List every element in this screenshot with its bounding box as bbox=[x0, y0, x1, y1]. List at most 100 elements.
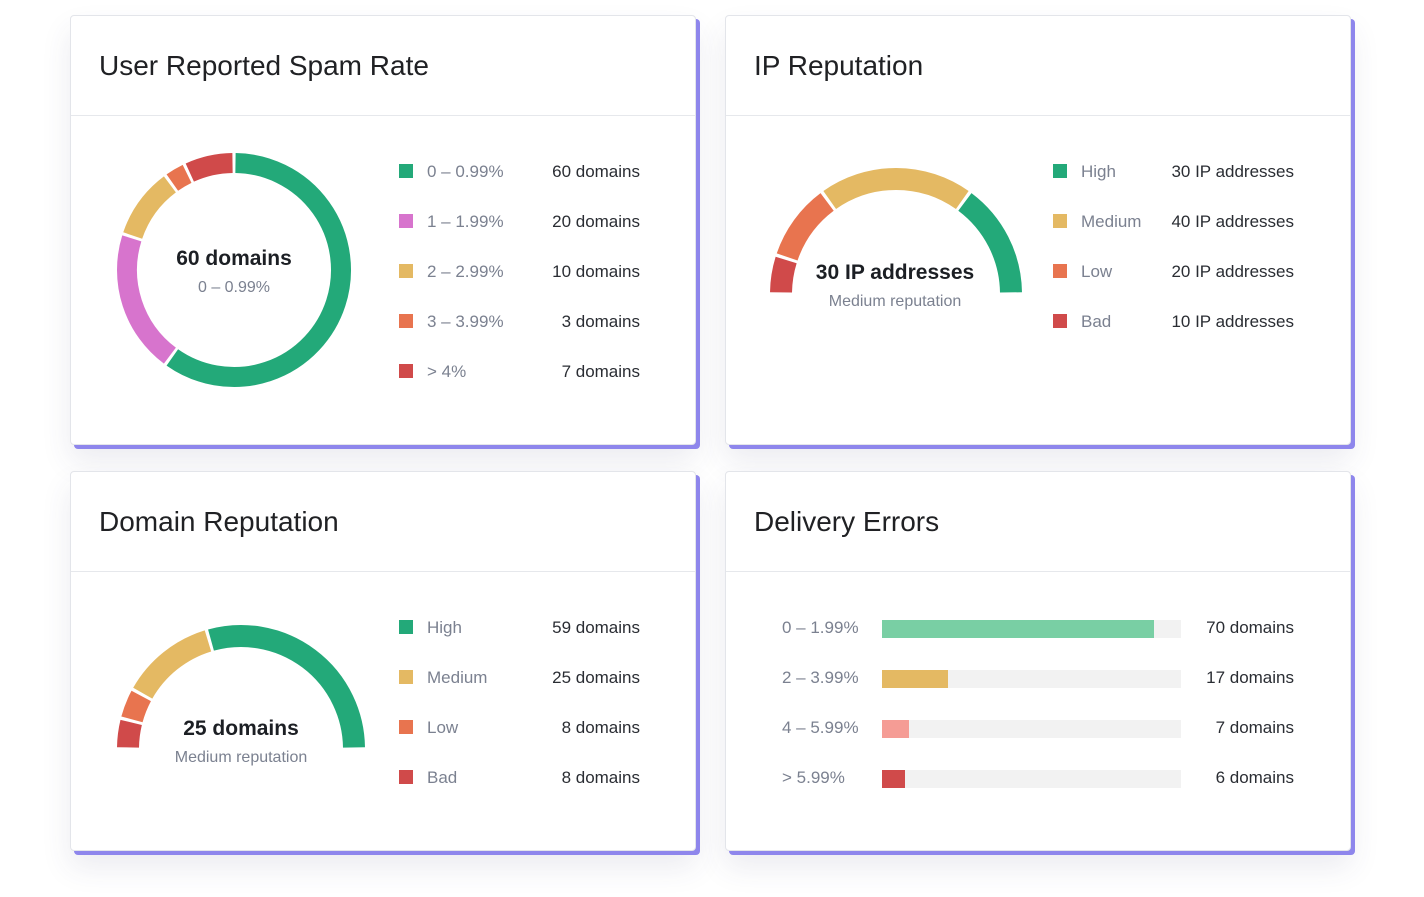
domain-legend-item-high: High 59 domains bbox=[399, 618, 640, 670]
legend-swatch bbox=[1053, 164, 1067, 178]
legend-swatch bbox=[399, 164, 413, 178]
ip-segment-low bbox=[776, 193, 834, 261]
legend-swatch bbox=[399, 314, 413, 328]
legend-label: > 4% bbox=[427, 362, 467, 381]
legend-swatch bbox=[399, 720, 413, 734]
legend-value: 30 IP addresses bbox=[1171, 162, 1294, 181]
spam-segment-4 bbox=[185, 153, 233, 182]
ip-center-value: 30 IP addresses bbox=[816, 261, 974, 284]
domain-center-subtitle: Medium reputation bbox=[175, 749, 308, 766]
domain-reputation-header: Domain Reputation bbox=[71, 472, 695, 572]
errors-bar bbox=[882, 670, 948, 688]
legend-value: 8 domains bbox=[561, 768, 640, 787]
domain-segment-bad bbox=[117, 719, 142, 748]
legend-value: 60 domains bbox=[552, 162, 640, 181]
legend-swatch bbox=[1053, 214, 1067, 228]
ip-segment-high bbox=[958, 193, 1022, 293]
spam-legend-item-2-2-99: 2 – 2.99% 10 domains bbox=[399, 262, 640, 314]
legend-value: 20 domains bbox=[552, 212, 640, 231]
legend-swatch bbox=[399, 264, 413, 278]
legend-swatch bbox=[1053, 264, 1067, 278]
spam-legend-item-0-0-99: 0 – 0.99% 60 domains bbox=[399, 162, 640, 214]
legend-label: 1 – 1.99% bbox=[427, 212, 504, 231]
legend-label: Low bbox=[1081, 262, 1113, 281]
errors-bar-label: 0 – 1.99% bbox=[782, 618, 859, 637]
spam-legend-item-3-3-99: 3 – 3.99% 3 domains bbox=[399, 312, 640, 364]
ip-center-subtitle: Medium reputation bbox=[829, 293, 962, 310]
legend-value: 3 domains bbox=[561, 312, 640, 331]
legend-label: Medium bbox=[427, 668, 488, 687]
errors-row-4-5-99: 4 – 5.99% 7 domains bbox=[782, 718, 1294, 738]
errors-bar-label: 2 – 3.99% bbox=[782, 668, 859, 687]
spam-center-value: 60 domains bbox=[176, 247, 292, 270]
domain-reputation-title: Domain Reputation bbox=[99, 505, 339, 537]
ip-legend-item-low: Low 20 IP addresses bbox=[1053, 262, 1294, 314]
legend-label: Bad bbox=[427, 768, 458, 787]
errors-bar-label: 4 – 5.99% bbox=[782, 718, 859, 737]
spam-segment-3-3-99 bbox=[166, 164, 192, 191]
errors-bar-track bbox=[882, 620, 1181, 638]
legend-value: 8 domains bbox=[561, 718, 640, 737]
errors-bar-track bbox=[882, 720, 1181, 738]
domain-legend-item-medium: Medium 25 domains bbox=[399, 668, 640, 720]
spam-rate-donut-chart: 60 domains 0 – 0.99% bbox=[117, 153, 351, 387]
spam-rate-title: User Reported Spam Rate bbox=[99, 49, 429, 81]
spam-rate-header: User Reported Spam Rate bbox=[71, 16, 695, 116]
legend-label: High bbox=[1081, 162, 1116, 181]
errors-bar-track bbox=[882, 770, 1181, 788]
legend-label: Bad bbox=[1081, 312, 1112, 331]
legend-label: High bbox=[427, 618, 462, 637]
legend-label: 2 – 2.99% bbox=[427, 262, 504, 281]
legend-swatch bbox=[399, 620, 413, 634]
ip-legend-item-high: High 30 IP addresses bbox=[1053, 162, 1294, 214]
spam-legend-item-4: > 4% 7 domains bbox=[399, 362, 640, 414]
domain-center-value: 25 domains bbox=[183, 717, 299, 740]
legend-swatch bbox=[399, 670, 413, 684]
legend-label: 3 – 3.99% bbox=[427, 312, 504, 331]
errors-bar-value: 17 domains bbox=[1206, 668, 1294, 687]
legend-swatch bbox=[1053, 314, 1067, 328]
ip-reputation-card: IP Reputation 30 IP addresses Medium rep… bbox=[725, 15, 1351, 445]
spam-segment-2-2-99 bbox=[123, 176, 177, 240]
legend-value: 10 domains bbox=[552, 262, 640, 281]
legend-value: 40 IP addresses bbox=[1171, 212, 1294, 231]
errors-bar bbox=[882, 770, 906, 788]
errors-bar-value: 6 domains bbox=[1215, 768, 1294, 787]
legend-label: 0 – 0.99% bbox=[427, 162, 504, 181]
ip-segment-medium bbox=[823, 168, 969, 210]
domain-legend-item-bad: Bad 8 domains bbox=[399, 768, 640, 820]
errors-row-5-99: > 5.99% 6 domains bbox=[782, 768, 1294, 788]
legend-value: 25 domains bbox=[552, 668, 640, 687]
errors-bar-label: > 5.99% bbox=[782, 768, 845, 787]
errors-bar-value: 70 domains bbox=[1206, 618, 1294, 637]
delivery-errors-bar-chart: 0 – 1.99% 70 domains 2 – 3.99% 17 domains 4 … bbox=[726, 572, 1350, 852]
ip-legend-item-bad: Bad 10 IP addresses bbox=[1053, 312, 1294, 364]
spam-rate-legend: 0 – 0.99% 60 domains 1 – 1.99% 20 domains 2 … bbox=[399, 162, 640, 414]
domain-reputation-card: Domain Reputation 25 domains Medium repu… bbox=[70, 471, 696, 851]
legend-swatch bbox=[399, 364, 413, 378]
errors-row-2-3-99: 2 – 3.99% 17 domains bbox=[782, 668, 1294, 688]
ip-reputation-legend: High 30 IP addresses Medium 40 IP addresses… bbox=[1053, 162, 1294, 364]
domain-reputation-legend: High 59 domains Medium 25 domains Low 8 domai… bbox=[399, 618, 640, 820]
errors-bar bbox=[882, 720, 910, 738]
legend-value: 10 IP addresses bbox=[1171, 312, 1294, 331]
legend-value: 7 domains bbox=[561, 362, 640, 381]
ip-segment-bad bbox=[770, 256, 797, 293]
legend-label: Low bbox=[427, 718, 459, 737]
spam-legend-item-1-1-99: 1 – 1.99% 20 domains bbox=[399, 212, 640, 264]
errors-bar-track bbox=[882, 670, 1181, 688]
delivery-errors-title: Delivery Errors bbox=[754, 505, 940, 537]
domain-segment-medium bbox=[133, 630, 212, 699]
domain-segment-low bbox=[121, 690, 152, 723]
spam-rate-card: User Reported Spam Rate 60 domains 0 – 0… bbox=[70, 15, 696, 445]
domain-reputation-gauge-chart: 25 domains Medium reputation bbox=[117, 625, 365, 766]
errors-bar bbox=[882, 620, 1154, 638]
delivery-errors-header: Delivery Errors bbox=[726, 472, 1350, 572]
spam-center-subtitle: 0 – 0.99% bbox=[198, 279, 270, 296]
domain-legend-item-low: Low 8 domains bbox=[399, 718, 640, 770]
delivery-errors-card: Delivery Errors 0 – 1.99% 70 domains 2 – 3… bbox=[725, 471, 1351, 851]
legend-value: 20 IP addresses bbox=[1171, 262, 1294, 281]
ip-legend-item-medium: Medium 40 IP addresses bbox=[1053, 212, 1294, 264]
legend-swatch bbox=[399, 770, 413, 784]
domain-segment-high bbox=[208, 625, 365, 748]
